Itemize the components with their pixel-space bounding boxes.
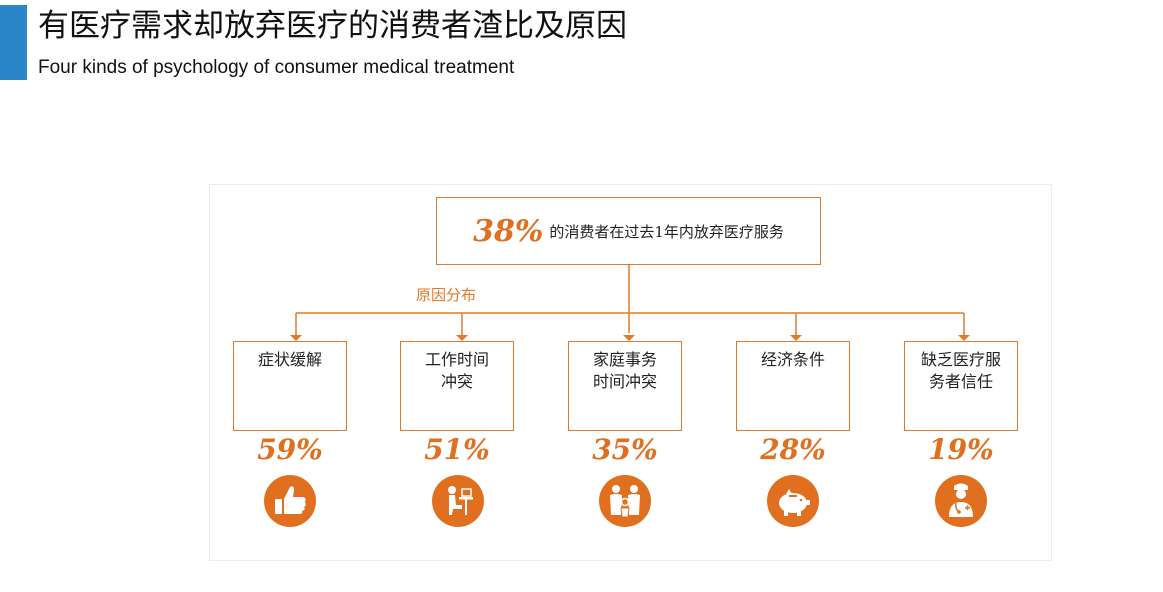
summary-percent: 38% [473, 213, 544, 249]
reason-percent: 59% [257, 433, 323, 466]
diagram-panel: 38% 的消费者在过去1年内放弃医疗服务 原因分布 症状缓解 59% 工作时间 … [209, 184, 1052, 561]
piggy-bank-icon [767, 475, 819, 527]
branch-label: 原因分布 [416, 286, 477, 304]
reason-percent: 19% [928, 433, 994, 466]
summary-text: 的消费者在过去1年内放弃医疗服务 [549, 222, 784, 241]
reason-line: 家庭事务 [592, 350, 657, 369]
reason-box-economic: 经济条件 [736, 341, 850, 431]
title-accent-bar [0, 5, 27, 80]
reason-box-lack-of-trust: 缺乏医疗服 务者信任 [904, 341, 1018, 431]
reason-line: 时间冲突 [592, 372, 657, 391]
summary-box: 38% 的消费者在过去1年内放弃医疗服务 [436, 197, 821, 265]
reason-line: 冲突 [440, 372, 473, 391]
reason-box-symptom-relief: 症状缓解 [233, 341, 347, 431]
page-title: 有医疗需求却放弃医疗的消费者渣比及原因 [38, 8, 627, 44]
reason-box-family-conflict: 家庭事务 时间冲突 [568, 341, 682, 431]
reason-percent: 28% [760, 433, 826, 466]
doctor-icon [935, 475, 987, 527]
reason-line: 工作时间 [424, 350, 489, 369]
reason-percent: 51% [424, 433, 490, 466]
reason-line: 症状缓解 [257, 350, 322, 369]
reason-line: 务者信任 [928, 372, 993, 391]
page-subtitle: Four kinds of psychology of consumer med… [38, 57, 515, 78]
reason-line: 缺乏医疗服 [920, 350, 1001, 369]
connector-lines [290, 265, 970, 341]
person-at-desk-icon [432, 475, 484, 527]
reason-box-work-conflict: 工作时间 冲突 [400, 341, 514, 431]
family-icon [599, 475, 651, 527]
thumbs-up-icon [264, 475, 316, 527]
reason-line: 经济条件 [760, 350, 825, 369]
reason-percent: 35% [592, 433, 658, 466]
